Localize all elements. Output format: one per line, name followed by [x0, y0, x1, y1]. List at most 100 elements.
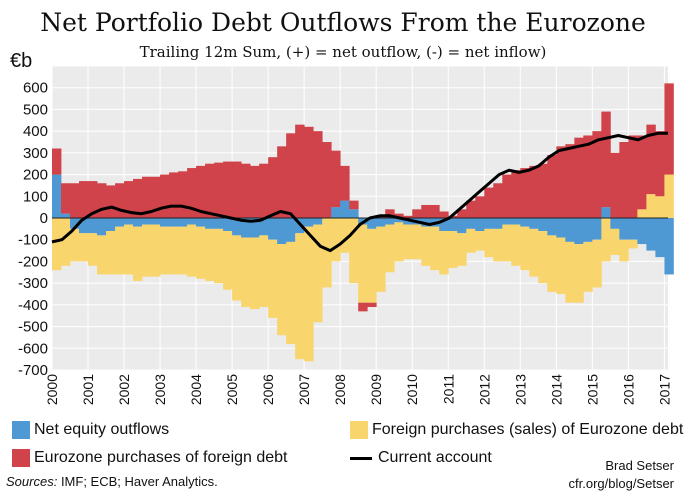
bar [70, 183, 80, 218]
bar [619, 239, 629, 262]
bar [448, 231, 458, 268]
bar [538, 218, 548, 232]
bar [655, 131, 665, 197]
bar [97, 218, 107, 236]
bar [304, 126, 314, 218]
bar [340, 165, 350, 201]
bar [592, 218, 602, 240]
bar [367, 218, 377, 229]
bar [88, 218, 98, 234]
bar [448, 215, 458, 218]
bar [646, 194, 656, 218]
bar [304, 226, 314, 362]
bar [475, 196, 485, 218]
legend-swatch-equity [12, 421, 30, 439]
bar [187, 224, 197, 277]
bar [592, 131, 602, 218]
credit-url: cfr.org/blog/Setser [568, 476, 675, 491]
bar [358, 302, 368, 312]
y-tick-label: -300 [18, 275, 48, 292]
bar [133, 218, 143, 227]
y-axis-unit: €b [10, 50, 33, 72]
bar [529, 218, 539, 229]
bar [439, 218, 449, 232]
bar [349, 209, 359, 218]
bar [376, 218, 386, 227]
bar [169, 218, 179, 227]
bar [205, 218, 215, 229]
bar [124, 218, 134, 225]
sources-note: Sources: IMF; ECB; Haver Analytics. [6, 474, 218, 489]
bar [205, 228, 215, 281]
bar [511, 224, 521, 266]
y-tick-label: -700 [18, 362, 48, 379]
bar [88, 233, 98, 266]
bar [232, 161, 242, 218]
bar [664, 83, 674, 175]
bar [466, 200, 476, 218]
bar [385, 209, 395, 218]
bar [574, 137, 584, 218]
y-tick-label: 400 [23, 123, 48, 140]
bar [268, 218, 278, 240]
bar [547, 155, 557, 218]
bar [250, 165, 260, 218]
bar [97, 235, 107, 275]
bar [178, 171, 188, 218]
bar [178, 218, 188, 227]
bar [394, 218, 404, 223]
bar [79, 181, 89, 218]
bar [592, 239, 602, 288]
x-tick-label: 2017 [656, 374, 672, 405]
bar [484, 187, 494, 218]
bar [106, 231, 116, 275]
bar [421, 226, 431, 266]
x-tick-label: 2011 [440, 374, 456, 404]
current-account-line [51, 131, 668, 253]
bar [574, 244, 584, 303]
bar [637, 209, 647, 218]
bar [88, 181, 98, 218]
credit: Brad Setser cfr.org/blog/Setser [569, 457, 675, 493]
bar [187, 168, 197, 218]
bar [304, 218, 314, 227]
bar [502, 224, 512, 262]
legend-label-equity: Net equity outflows [34, 421, 170, 438]
bar [313, 224, 323, 323]
bar [250, 237, 260, 310]
legend-ca: Current account [350, 449, 492, 467]
bar [502, 218, 512, 225]
bar [241, 237, 251, 308]
legend-label-foreign: Foreign purchases (sales) of Eurozone de… [372, 421, 684, 438]
bar [538, 231, 548, 284]
bar [403, 215, 413, 218]
bar [79, 233, 89, 262]
bar [142, 224, 152, 277]
x-tick-label: 2005 [224, 374, 240, 405]
sources-text: IMF; ECB; Haver Analytics. [60, 474, 218, 489]
bar [124, 224, 134, 275]
legend-foreign: Foreign purchases (sales) of Eurozone de… [350, 421, 683, 439]
bar [79, 218, 89, 234]
x-tick-label: 2002 [116, 374, 132, 405]
bar [484, 218, 494, 229]
bar [322, 218, 332, 288]
bar [637, 218, 647, 245]
bar [556, 218, 566, 238]
bar [565, 218, 575, 242]
bar [511, 170, 521, 218]
bar [241, 218, 251, 238]
bar [367, 302, 377, 308]
bar [133, 178, 143, 218]
x-tick-label: 2010 [404, 374, 420, 405]
bar [394, 213, 404, 218]
bar [115, 226, 125, 275]
x-tick-label: 2000 [44, 374, 60, 405]
y-tick-label: -500 [18, 319, 48, 336]
bar [241, 163, 251, 218]
bar [97, 183, 107, 218]
sources-label: Sources: [6, 474, 58, 489]
bar [583, 241, 593, 292]
bar [286, 133, 296, 218]
bar [223, 161, 233, 218]
